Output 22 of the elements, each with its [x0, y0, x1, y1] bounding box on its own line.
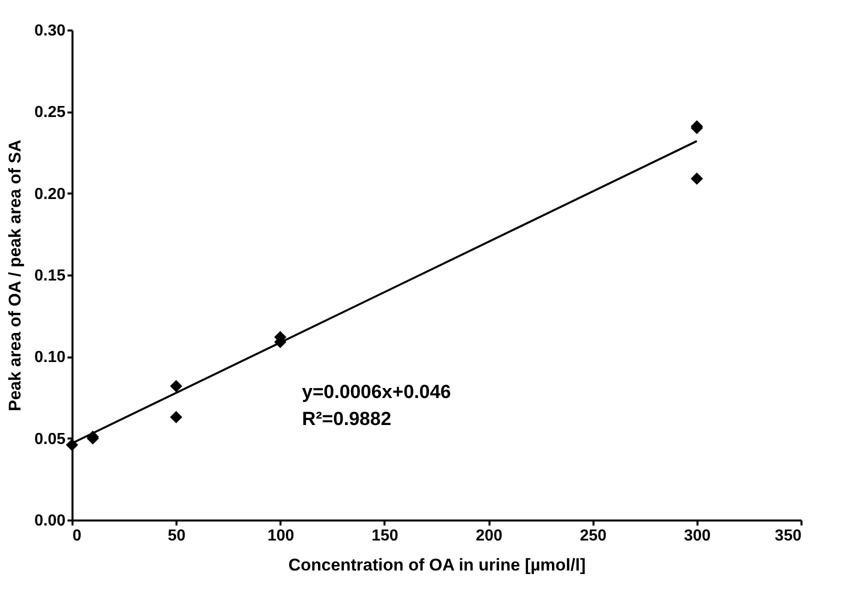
x-tick-label: 350 [774, 528, 802, 544]
y-tick-label: 0.05 [34, 430, 66, 448]
y-tick-label: 0.25 [34, 104, 66, 122]
x-tick-label: 50 [168, 528, 186, 544]
y-tick-label: 0.00 [34, 512, 66, 530]
y-axis-title: Peak area of OA / peak area of SA [5, 140, 24, 412]
x-tick-label: 100 [267, 528, 294, 544]
y-tick-label: 0.20 [34, 186, 66, 203]
point [690, 172, 703, 185]
y-tick-label: 0.30 [34, 22, 66, 40]
x-tick-label: 200 [476, 528, 503, 544]
x-tick-label: 300 [684, 528, 711, 544]
y-tick-label: 0.15 [34, 268, 66, 284]
x-tick-label: 0 [72, 528, 82, 544]
point [170, 380, 182, 392]
point [170, 410, 182, 424]
annotation: R²=0.9882 [302, 409, 392, 430]
x-tick-label: 250 [580, 528, 607, 544]
y-tick-label: 0.10 [34, 349, 66, 366]
x-axis-title: Concentration of OA in urine [µmol/l] [288, 556, 586, 574]
x-tick-label: 150 [372, 528, 398, 544]
annotation: y=0.0006x+0.046 [302, 382, 451, 403]
